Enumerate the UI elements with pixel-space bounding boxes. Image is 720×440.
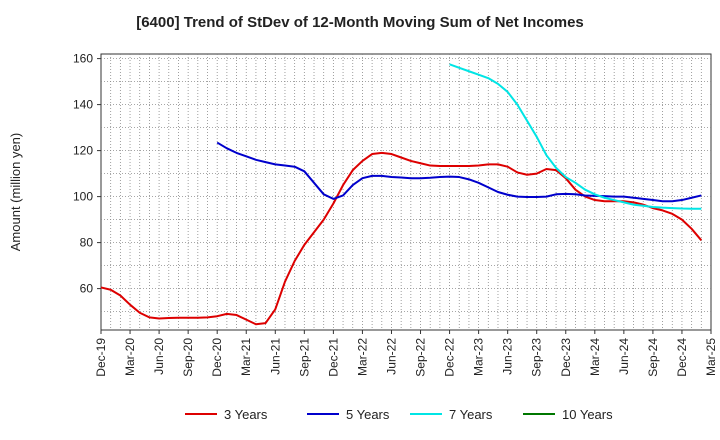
x-tick-label: Dec-20: [210, 338, 224, 377]
series-lines: [100, 63, 703, 326]
y-axis-ticks: 60 80 100 120 140 160: [73, 52, 101, 296]
y-tick-label: 160: [73, 52, 93, 66]
x-tick-label: Dec-19: [94, 338, 108, 377]
legend-label: 10 Years: [562, 407, 613, 422]
plot-area: [100, 53, 712, 331]
x-tick-label: Jun-23: [501, 338, 515, 375]
x-tick-label: Mar-24: [588, 338, 602, 376]
x-tick-label: Mar-21: [239, 338, 253, 376]
x-tick-label: Sep-23: [530, 338, 544, 377]
x-tick-label: Mar-25: [704, 338, 718, 376]
x-tick-label: Jun-20: [152, 338, 166, 375]
y-axis-label: Amount (million yen): [8, 133, 23, 252]
y-tick-label: 80: [80, 236, 94, 250]
legend-label: 5 Years: [346, 407, 390, 422]
series-line-3-years: [100, 151, 703, 326]
series-line-7-years: [449, 63, 702, 210]
chart-title: [6400] Trend of StDev of 12-Month Moving…: [136, 14, 584, 31]
x-tick-label: Dec-23: [559, 338, 573, 377]
x-tick-label: Mar-23: [472, 338, 486, 376]
x-tick-label: Dec-22: [443, 338, 457, 377]
x-tick-label: Mar-20: [123, 338, 137, 376]
grid-lines: [101, 54, 711, 330]
x-tick-label: Dec-21: [326, 338, 340, 377]
y-tick-label: 60: [80, 282, 94, 296]
legend-label: 7 Years: [449, 407, 493, 422]
x-tick-label: Mar-22: [355, 338, 369, 376]
legend-label: 3 Years: [224, 407, 268, 422]
y-tick-label: 120: [73, 144, 93, 158]
x-tick-label: Dec-24: [675, 338, 689, 377]
x-tick-label: Sep-22: [414, 338, 428, 377]
y-tick-label: 100: [73, 190, 93, 204]
x-tick-label: Sep-21: [297, 338, 311, 377]
x-tick-label: Jun-22: [384, 338, 398, 375]
x-tick-label: Jun-24: [617, 338, 631, 375]
series-line-5-years: [216, 141, 702, 203]
x-axis-ticks: Dec-19 Mar-20 Jun-20 Sep-20 Dec-20 Mar-21 Jun-…: [94, 330, 718, 377]
legend: 3 Years 5 Years 7 Years 10 Years: [185, 407, 613, 422]
y-tick-label: 140: [73, 98, 93, 112]
x-tick-label: Sep-20: [181, 338, 195, 377]
x-tick-label: Sep-24: [646, 338, 660, 377]
x-tick-label: Jun-21: [268, 338, 282, 375]
